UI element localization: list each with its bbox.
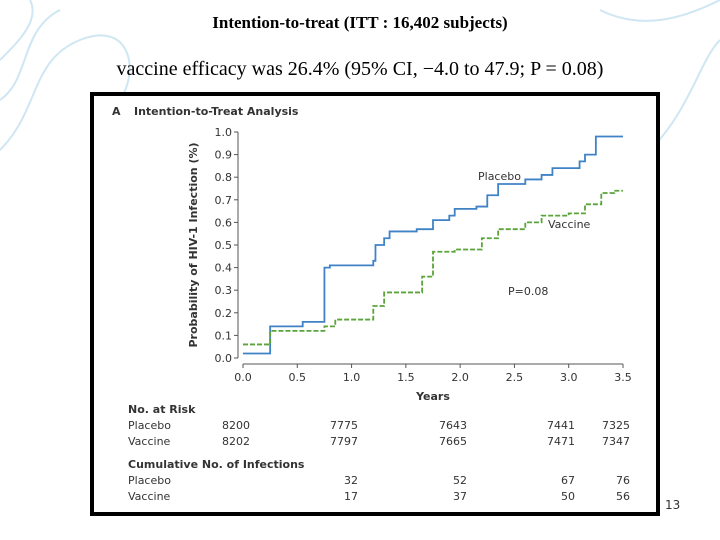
y-tick-label: 0.4 (215, 262, 233, 275)
table-cell: 52 (453, 474, 467, 487)
y-tick-label: 0.7 (215, 194, 233, 207)
table-cell: 7797 (330, 435, 358, 448)
y-tick-label: 0.2 (215, 307, 233, 320)
y-tick-label: 0.5 (215, 239, 233, 252)
x-tick-label: 2.0 (451, 371, 469, 384)
legend-label: Placebo (478, 170, 521, 183)
x-tick-label: 1.5 (397, 371, 415, 384)
y-tick-label: 0.3 (215, 284, 233, 297)
x-tick-label: 3.5 (614, 371, 632, 384)
x-tick-label: 0.0 (234, 371, 252, 384)
row-label: Vaccine (128, 490, 171, 503)
x-axis-label: Years (415, 390, 450, 403)
table-title: No. at Risk (128, 403, 196, 416)
table-title: Cumulative No. of Infections (128, 458, 305, 471)
table-cell: 7471 (547, 435, 575, 448)
x-tick-label: 0.5 (289, 371, 307, 384)
table-cell: 7665 (439, 435, 467, 448)
table-cell: 56 (616, 490, 630, 503)
table-cell: 7347 (602, 435, 630, 448)
table-cell: 37 (453, 490, 467, 503)
row-label: Vaccine (128, 435, 171, 448)
annotation: P=0.08 (508, 285, 548, 298)
table-cell: 8200 (222, 419, 250, 432)
x-tick-label: 1.0 (343, 371, 361, 384)
y-tick-label: 0.8 (215, 171, 233, 184)
table-cell: 8202 (222, 435, 250, 448)
table-cell: 7325 (602, 419, 630, 432)
y-tick-label: 1.0 (215, 126, 233, 139)
y-axis-label: Probability of HIV-1 Infection (%) (187, 142, 200, 347)
table-cell: 50 (561, 490, 575, 503)
row-label: Placebo (128, 474, 171, 487)
y-tick-label: 0.1 (215, 329, 233, 342)
table-cell: 17 (344, 490, 358, 503)
y-tick-label: 0.6 (215, 216, 233, 229)
page-number: 13 (665, 498, 680, 512)
slide-title: Intention-to-treat (ITT : 16,402 subject… (212, 13, 507, 32)
x-tick-label: 2.5 (506, 371, 524, 384)
series-line (243, 189, 623, 346)
figure-frame (90, 92, 660, 516)
series-line (243, 135, 623, 355)
y-tick-label: 0.9 (215, 149, 233, 162)
row-label: Placebo (128, 419, 171, 432)
panel-label: A (112, 105, 121, 118)
table-cell: 7775 (330, 419, 358, 432)
table-cell: 32 (344, 474, 358, 487)
table-cell: 7441 (547, 419, 575, 432)
decoration (0, 0, 720, 151)
table-cell: 67 (561, 474, 575, 487)
table-cell: 7643 (439, 419, 467, 432)
slide-subtitle: vaccine efficacy was 26.4% (95% CI, −4.0… (117, 58, 604, 80)
chart-title: Intention-to-Treat Analysis (134, 105, 299, 118)
y-tick-label: 0.0 (215, 352, 233, 365)
table-cell: 76 (616, 474, 630, 487)
x-tick-label: 3.0 (560, 371, 578, 384)
legend-label: Vaccine (548, 218, 591, 231)
